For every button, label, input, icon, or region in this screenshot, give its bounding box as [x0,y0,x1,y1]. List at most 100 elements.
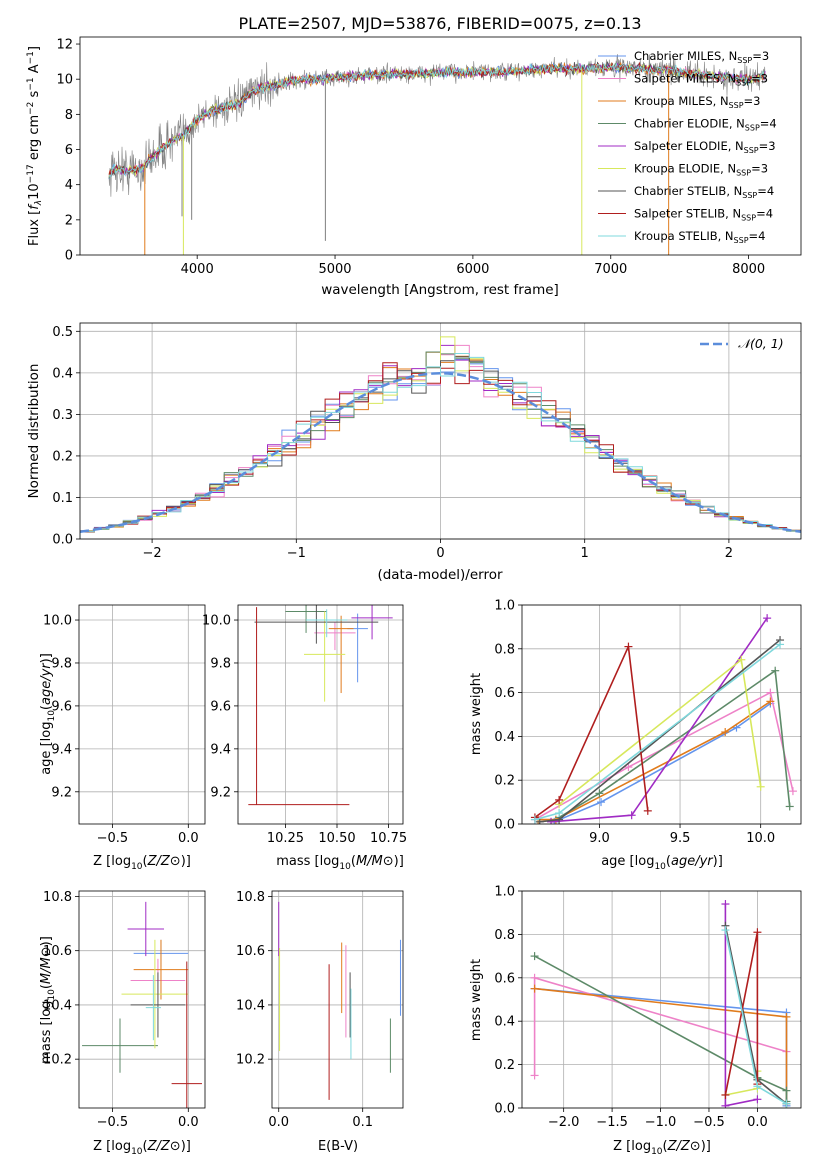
weight-line [534,955,788,1102]
x-tick-label: −1 [287,546,306,561]
mass_vs_ebv-x-label: E(B-V) [318,1139,358,1154]
y-tick-label: 8 [65,108,73,123]
x-tick-label: 7000 [594,262,627,277]
x-tick-label: −2 [143,546,162,561]
y-tick-label: 0.8 [494,642,515,657]
x-tick-label: −0.5 [693,1115,725,1130]
mass_vs_Z-y-label: mass [log10(M/M⊙)] [39,936,57,1064]
mass_weight_vs_Z-x-label: Z [log10(Z/Z⊙)] [613,1139,711,1157]
axes-frame [78,604,206,825]
model-spectrum-kroupa-stelib [108,62,766,178]
axes-frame [78,890,206,1109]
y-tick-label: 10.4 [236,998,265,1013]
axes-frame [237,604,404,825]
x-tick-label: 9.5 [670,831,691,846]
x-tick-label: 10.25 [267,831,304,846]
y-tick-label: 2 [65,213,73,228]
x-tick-label: 10.75 [370,831,407,846]
y-tick-label: 0.0 [52,533,73,548]
y-tick-label: 10 [56,73,73,88]
y-tick-label: 0.1 [52,491,73,506]
x-tick-label: −0.5 [97,1115,129,1130]
x-tick-label: −0.5 [97,831,129,846]
y-tick-label: 0.0 [494,1102,515,1117]
legend-label: Salpeter ELODIE, NSSP=3 [634,139,776,155]
y-tick-label: 0.2 [494,1058,515,1073]
gaussian-curve [80,372,801,533]
age_vs_Z-y-label: age [log10(age/yr)] [39,653,57,775]
axes-frame [79,36,802,256]
figure-title: PLATE=2507, MJD=53876, FIBERID=0075, z=0… [238,14,641,33]
y-tick-label: 0.8 [494,928,515,943]
spectrum-y-label: Flux [fλ10−17 erg cm−2 s−1 A−1] [26,46,44,246]
weight-line [553,702,771,823]
weight-line [538,700,771,821]
plot-area [530,614,797,824]
y-tick-label: 0.4 [494,730,515,745]
legend-label: Chabrier STELIB, NSSP=4 [634,184,774,200]
axes-frame [79,322,802,540]
x-tick-label: 6000 [456,262,489,277]
y-tick-label: 0.4 [494,1015,515,1030]
weight-line [534,643,649,819]
mass_weight_vs_age-panel: 9.0 9.5 10.0 0.0 0.2 0.4 0.6 0.8 1.0 [494,599,802,846]
age_vs_mass-x-label: mass [log10(M/M⊙)] [276,854,404,872]
axes-frame [271,890,404,1109]
plot-area [108,54,766,255]
x-tick-label: 10.50 [318,831,355,846]
y-tick-label: 0.2 [52,449,73,464]
weight-line [539,639,781,823]
y-tick-label: 10.2 [43,1053,72,1068]
legend-label: Salpeter MILES, NSSP=3 [634,72,768,88]
x-tick-label: 0.1 [352,1115,373,1130]
mass_weight_vs_Z-y-label: mass weight [469,959,484,1041]
age_vs_Z-panel: −0.5 0.0 9.2 9.4 9.6 9.8 10.0 [43,596,206,846]
y-tick-label: 10.6 [236,944,265,959]
x-tick-label: 0.0 [268,1115,289,1130]
plot-area [81,596,202,804]
legend-label: Salpeter STELIB, NSSP=4 [634,207,773,223]
y-tick-label: 10.8 [236,890,265,905]
y-tick-label: 10.0 [202,614,231,629]
plot-area [248,605,393,806]
mass_weight_vs_age-x-label: age [log10(age/yr)] [601,854,723,872]
axes-frame [521,604,802,825]
residual-x-label: (data-model)/error [377,567,503,583]
plot-area [80,336,801,539]
y-tick-label: 10.6 [43,944,72,959]
x-tick-label: 9.0 [589,831,610,846]
y-tick-label: 4 [65,178,73,193]
plot-area [278,901,401,1100]
y-tick-label: 0.0 [494,818,515,833]
x-tick-label: 0 [436,546,444,561]
legend-label: Chabrier MILES, NSSP=3 [634,49,769,65]
x-tick-label: 10.0 [746,831,775,846]
age_vs_Z-x-label: Z [log10(Z/Z⊙)] [93,854,191,872]
x-tick-label: 0.0 [747,1115,768,1130]
plot-area [530,900,791,1108]
y-tick-label: 9.2 [51,785,72,800]
y-tick-label: 0.2 [494,774,515,789]
age_vs_mass-panel: 10.25 10.50 10.75 9.2 9.4 9.6 9.8 10.0 [202,604,407,846]
legend-label: 𝒩(0, 1) [738,336,784,351]
x-tick-label: −1.5 [596,1115,628,1130]
y-tick-label: 9.8 [51,656,72,671]
weight-line [724,929,787,1105]
residual-y-label: Normed distribution [26,364,42,499]
axes-frame [521,890,802,1109]
weight-line [534,691,794,821]
residual-panel: −2 −1 0 1 2 0.0 0.1 0.2 0.3 0.4 0.5 𝒩(0, 1) [52,322,802,561]
y-tick-label: 10.2 [236,1053,265,1068]
spectrum-x-label: wavelength [Angstrom, rest frame] [321,282,559,298]
x-tick-label: 4000 [181,262,214,277]
weight-line [558,669,791,819]
legend-label: Kroupa ELODIE, NSSP=3 [634,162,768,178]
plot-area [82,901,202,1108]
y-tick-label: 10.4 [43,998,72,1013]
y-tick-label: 9.4 [51,742,72,757]
legend-label: Chabrier ELODIE, NSSP=4 [634,117,777,133]
x-tick-label: 5000 [318,262,351,277]
legend-label: Kroupa STELIB, NSSP=4 [634,229,765,245]
